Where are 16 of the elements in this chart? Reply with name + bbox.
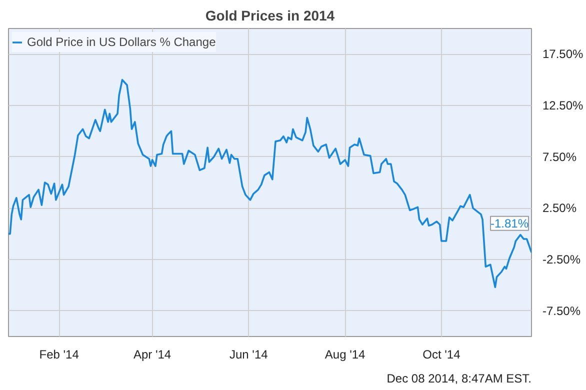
y-tick-label: -7.50% bbox=[542, 304, 581, 318]
y-tick-label: -2.50% bbox=[542, 252, 581, 266]
y-tick-label: 17.50% bbox=[542, 47, 584, 62]
y-tick-label: 12.50% bbox=[542, 98, 584, 112]
legend-label: Gold Price in US Dollars % Change bbox=[27, 35, 216, 49]
x-tick-label: Oct '14 bbox=[422, 348, 461, 362]
annotation: -1.81% bbox=[490, 216, 529, 230]
x-tick-label: Aug '14 bbox=[324, 348, 366, 362]
y-tick-label: 7.50% bbox=[542, 150, 577, 164]
x-tick-label: Apr '14 bbox=[133, 348, 172, 362]
x-tick-label: Feb '14 bbox=[39, 348, 80, 362]
x-tick-label: Jun '14 bbox=[230, 348, 268, 362]
chart-title: Gold Prices in 2014 bbox=[205, 8, 335, 24]
line-series bbox=[8, 78, 532, 288]
y-tick-label: 2.50% bbox=[542, 201, 577, 216]
text: Dec 08 2014, 8:47AM EST. bbox=[386, 372, 532, 386]
